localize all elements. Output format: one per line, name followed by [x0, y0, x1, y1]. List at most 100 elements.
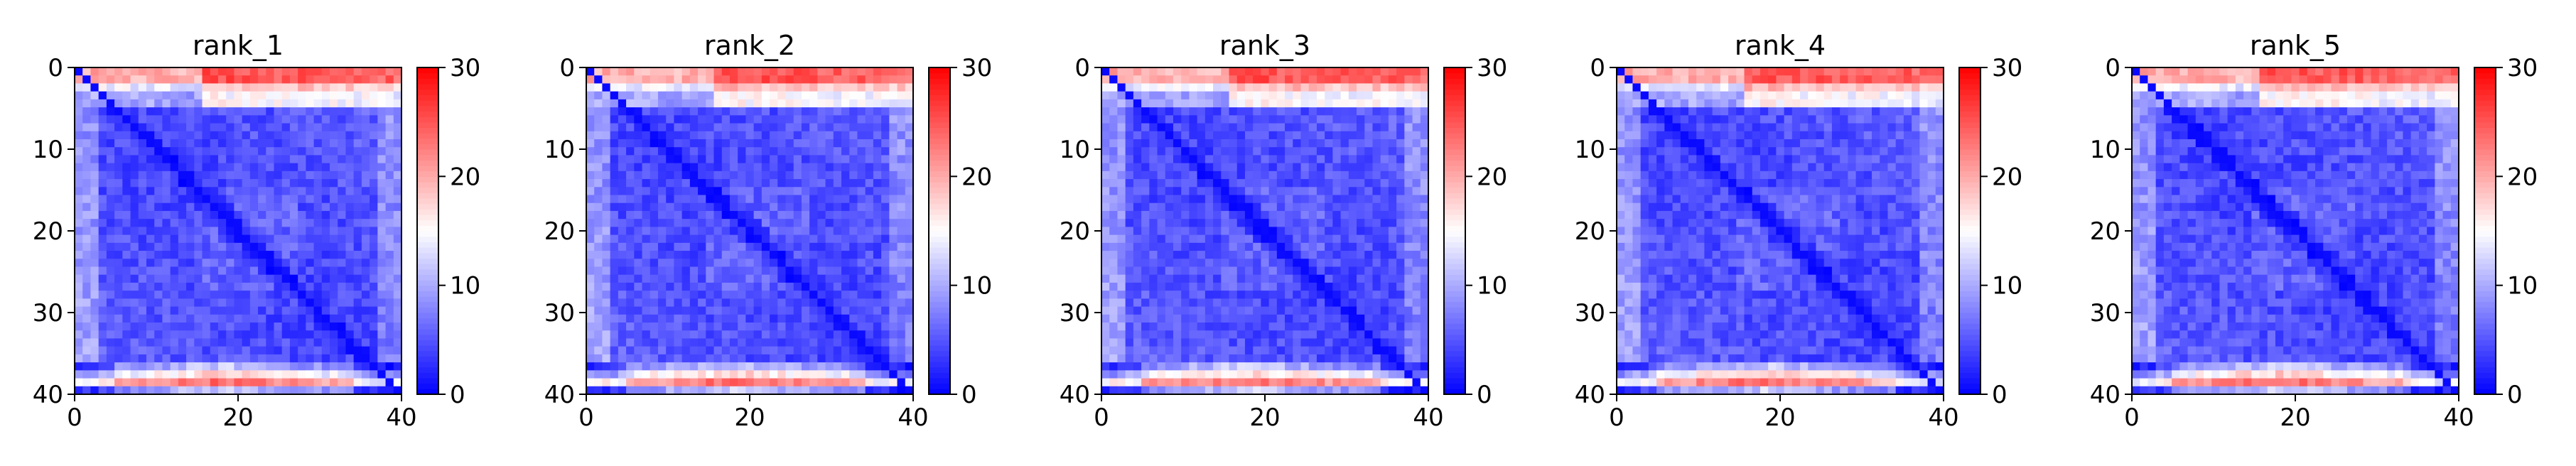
- heatmap-cell: [281, 330, 291, 340]
- heatmap-cell: [1133, 259, 1142, 268]
- heatmap-cell: [849, 314, 858, 323]
- heatmap-cell: [1197, 282, 1206, 291]
- heatmap-cell: [130, 131, 139, 140]
- heatmap-cell: [817, 123, 826, 132]
- heatmap-cell: [841, 291, 850, 299]
- heatmap-cell: [186, 338, 195, 347]
- heatmap-cell: [1293, 115, 1302, 124]
- heatmap-cell: [98, 323, 107, 331]
- heatmap-cell: [75, 234, 83, 244]
- heatmap-cell: [1213, 155, 1222, 164]
- heatmap-cell: [1117, 346, 1126, 355]
- heatmap-cell: [1420, 91, 1429, 100]
- heatmap-cell: [833, 155, 842, 164]
- heatmap-cell: [1157, 131, 1166, 140]
- heatmap-cell: [154, 378, 163, 387]
- heatmap-cell: [1117, 266, 1126, 276]
- heatmap-cell: [681, 210, 691, 220]
- heatmap-cell: [1229, 195, 1238, 204]
- heatmap-cell: [1404, 266, 1413, 276]
- heatmap-cell: [1141, 306, 1150, 315]
- heatmap-cell: [1221, 75, 1230, 85]
- heatmap-cell: [274, 386, 283, 395]
- heatmap-cell: [90, 274, 99, 283]
- heatmap-cell: [345, 346, 355, 355]
- heatmap-cell: [1325, 266, 1333, 276]
- heatmap-cell: [75, 227, 83, 236]
- heatmap-cell: [865, 163, 874, 172]
- heatmap-cell: [1276, 282, 1286, 291]
- heatmap-cell: [1253, 202, 1261, 212]
- heatmap-cell: [393, 202, 402, 212]
- heatmap-cell: [353, 147, 362, 156]
- heatmap-cell: [1197, 163, 1206, 172]
- heatmap-cell: [249, 163, 259, 172]
- heatmap-cell: [345, 298, 355, 308]
- heatmap-cell: [1173, 99, 1182, 108]
- heatmap-cell: [75, 330, 83, 340]
- heatmap-cell: [1420, 210, 1429, 220]
- heatmap-cell: [642, 362, 651, 371]
- heatmap-cell: [610, 219, 619, 227]
- heatmap-cell: [330, 362, 338, 371]
- heatmap-cell: [249, 338, 259, 347]
- heatmap-cell: [82, 139, 92, 148]
- heatmap-cell: [138, 378, 147, 387]
- colorbar-segment: [929, 105, 950, 112]
- heatmap-cell: [1165, 346, 1174, 355]
- heatmap-cell: [666, 163, 675, 172]
- heatmap-cell: [1404, 251, 1413, 259]
- heatmap-cell: [186, 123, 195, 132]
- colorbar-segment: [417, 362, 438, 368]
- heatmap-cell: [170, 259, 179, 268]
- heatmap-cell: [370, 91, 378, 100]
- colorbar-segment: [929, 176, 950, 183]
- heatmap-cell: [785, 219, 794, 227]
- heatmap-cell: [1372, 155, 1381, 164]
- heatmap-cell: [745, 99, 755, 108]
- heatmap-cell: [681, 346, 691, 355]
- heatmap-cell: [361, 323, 370, 331]
- heatmap-cell: [370, 234, 378, 244]
- heatmap-cell: [889, 330, 898, 340]
- heatmap-cell: [761, 123, 770, 132]
- heatmap-cell: [594, 147, 603, 156]
- heatmap-cell: [1340, 99, 1349, 108]
- heatmap-cell: [1157, 115, 1166, 124]
- heatmap-cell: [618, 298, 627, 308]
- heatmap-cell: [1388, 131, 1397, 140]
- heatmap-cell: [1300, 147, 1310, 156]
- heatmap-cell: [1197, 219, 1206, 227]
- heatmap-cell: [586, 155, 595, 164]
- heatmap-cell: [217, 330, 227, 340]
- heatmap-cell: [897, 131, 906, 140]
- heatmap-cell: [186, 274, 195, 283]
- colorbar-segment: [929, 345, 950, 352]
- heatmap-cell: [657, 338, 667, 347]
- heatmap-cell: [841, 131, 850, 140]
- heatmap-cell: [122, 210, 131, 220]
- heatmap-cell: [1157, 234, 1166, 244]
- heatmap-cell: [626, 251, 635, 259]
- heatmap-cell: [298, 274, 306, 283]
- heatmap-cell: [1357, 91, 1365, 100]
- heatmap-cell: [154, 386, 163, 395]
- heatmap-cell: [385, 291, 394, 299]
- heatmap-cell: [338, 163, 347, 172]
- heatmap-cell: [306, 219, 315, 227]
- heatmap-cell: [857, 107, 866, 116]
- heatmap-cell: [353, 338, 362, 347]
- heatmap-cell: [1308, 210, 1317, 220]
- heatmap-cell: [713, 131, 723, 140]
- heatmap-cell: [713, 346, 723, 355]
- heatmap-cell: [1340, 115, 1349, 124]
- heatmap-cell: [849, 91, 858, 100]
- heatmap-cell: [1268, 179, 1278, 188]
- heatmap-cell: [170, 67, 179, 76]
- heatmap-cell: [1357, 219, 1365, 227]
- heatmap-cell: [98, 251, 107, 259]
- heatmap-cell: [873, 219, 882, 227]
- heatmap-cell: [1165, 282, 1174, 291]
- heatmap-cell: [234, 378, 243, 387]
- colorbar-segment: [929, 231, 950, 237]
